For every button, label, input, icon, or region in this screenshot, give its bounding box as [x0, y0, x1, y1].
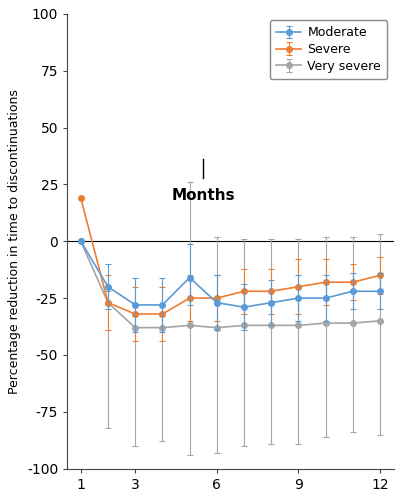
Text: Months: Months — [171, 188, 235, 204]
Y-axis label: Percentage reduction in time to discontinuations: Percentage reduction in time to disconti… — [8, 89, 21, 394]
Legend: Moderate, Severe, Very severe: Moderate, Severe, Very severe — [269, 20, 387, 79]
